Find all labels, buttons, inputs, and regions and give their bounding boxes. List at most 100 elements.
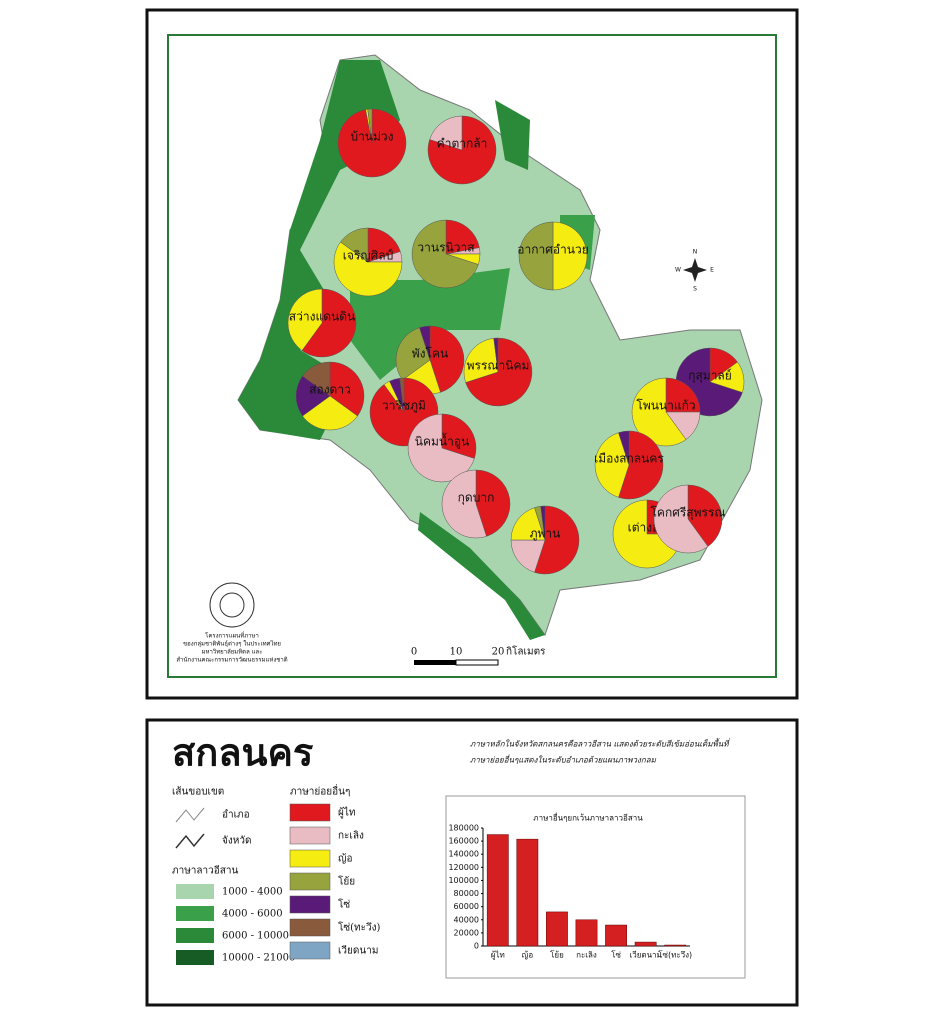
legend-label: จังหวัด xyxy=(222,836,251,847)
credit: สำนักงานคณะกรรมการวัฒนธรรมแห่งชาติ xyxy=(176,657,287,664)
y-tick-label: 140000 xyxy=(448,850,479,859)
district-label: ภูพาน xyxy=(530,527,561,542)
x-tick-label: ญ้อ xyxy=(522,951,534,960)
caption: ภาษาหลักในจังหวัดสกลนครคือลาวอีสาน แสดงด… xyxy=(470,738,731,749)
legend-label: เวียดนาม xyxy=(338,945,378,957)
logo xyxy=(209,582,255,628)
legend-swatch xyxy=(176,906,214,921)
district-label: อากาศอำนวย xyxy=(517,243,588,257)
legend-label: ผู้ไท xyxy=(338,807,355,819)
x-tick-label: กะเลิง xyxy=(576,951,597,960)
pie-slice xyxy=(399,377,405,413)
pie-slice xyxy=(612,499,682,569)
y-tick-label: 0 xyxy=(474,942,479,951)
legend-swatch xyxy=(176,884,214,899)
legend-swatch xyxy=(289,826,331,845)
pie-slice xyxy=(618,430,664,500)
y-tick-label: 60000 xyxy=(454,902,479,911)
district-label: เจริญศิลป์ xyxy=(343,249,393,263)
legend-swatch xyxy=(289,803,331,822)
pie-slice xyxy=(465,337,533,407)
district-label: โพนนาแก้ว xyxy=(636,399,695,413)
pie-slice xyxy=(367,227,401,263)
pie-slice xyxy=(665,377,701,413)
legend-label: โซ่ xyxy=(338,898,350,911)
legend-label: โซ่(ทะวึง) xyxy=(338,921,381,934)
district-label: สว่างแดนดิน xyxy=(289,310,355,324)
y-tick-label: 180000 xyxy=(448,824,479,833)
legend-label: 4000 - 6000 xyxy=(222,909,283,920)
boundary-symbol xyxy=(175,833,205,849)
pie-slice xyxy=(631,377,687,447)
district-area xyxy=(418,512,545,640)
chart-title: ภาษาอื่นๆยกเว้นภาษาลาวอีสาน xyxy=(533,812,643,823)
y-tick-label: 160000 xyxy=(448,837,479,846)
credit: โครงการแผนที่ภาษา xyxy=(205,632,259,640)
legend-swatch xyxy=(289,918,331,937)
pie-slice xyxy=(411,219,479,289)
legend-label: 6000 - 10000 xyxy=(222,931,289,942)
scale-label: 0 xyxy=(411,647,417,658)
pie-slice xyxy=(594,432,630,498)
pie-slice xyxy=(329,361,365,417)
legend-label: อำเภอ xyxy=(222,810,250,821)
district-label: ส่องดาว xyxy=(309,383,351,397)
pie-slice xyxy=(287,288,323,351)
legend-label: กะเลิง xyxy=(338,831,364,842)
compass-s: S xyxy=(693,286,697,293)
compass-e: E xyxy=(710,267,714,274)
x-tick-label: ผู้ไท xyxy=(491,951,505,961)
legend-heading: ภาษาย่อยอื่นๆ xyxy=(290,784,350,798)
legend-title: สกลนคร xyxy=(172,730,314,775)
pie-slice xyxy=(340,227,369,263)
pie-slice xyxy=(395,327,431,381)
district-label: พังโคน xyxy=(412,347,448,361)
district-area xyxy=(495,100,530,170)
district-label: คำตากล้า xyxy=(437,137,488,151)
caption: ภาษาย่อยอื่นๆแสดงในระดับอำเภอด้วยแผนภาพว… xyxy=(470,754,657,765)
bar xyxy=(634,941,657,947)
pie-slice xyxy=(618,430,630,466)
legend-swatch xyxy=(176,928,214,943)
pie-slice xyxy=(445,219,480,255)
map-border xyxy=(167,34,777,678)
scale-unit: กิโลเมตร xyxy=(506,645,546,658)
scale-label: 20 xyxy=(492,647,505,658)
pie-slice xyxy=(419,325,431,361)
map-frame xyxy=(145,8,799,700)
x-tick-label: เวียดนาม xyxy=(629,951,661,960)
legend-swatch xyxy=(289,895,331,914)
x-tick-label: โย้ย xyxy=(550,950,564,960)
legend-label: โย้ย xyxy=(338,875,355,888)
pie-slice xyxy=(367,108,373,144)
pie-slice xyxy=(463,337,499,383)
x-tick-label: โซ่(ทะวึง) xyxy=(658,950,692,960)
district-label: บ้านม่วง xyxy=(350,130,393,144)
legend-label: 1000 - 4000 xyxy=(222,887,283,898)
pie-slice xyxy=(653,484,709,554)
x-tick-label: โซ่ xyxy=(611,950,621,960)
pie-slice xyxy=(552,221,588,291)
pie-slice xyxy=(475,469,511,537)
legend-label: 10000 - 21000 xyxy=(222,953,295,964)
district-label: กุสุมาลย์ xyxy=(688,369,732,384)
y-tick-label: 100000 xyxy=(448,876,479,885)
pie-slice xyxy=(427,115,497,185)
pie-slice xyxy=(518,221,554,291)
bar xyxy=(575,919,598,947)
credit: ของกลุ่มชาติพันธุ์ต่างๆ ในประเทศไทย xyxy=(183,640,281,648)
credit: มหาวิทยาลัยมหิดล และ xyxy=(202,649,263,656)
legend-swatch xyxy=(289,849,331,868)
district-label: กุดบาก xyxy=(458,491,495,506)
district-label: เมืองสกลนคร xyxy=(594,452,664,466)
y-tick-label: 80000 xyxy=(454,889,479,898)
district-label: พรรณานิคม xyxy=(467,359,530,373)
pie-slice xyxy=(441,413,477,459)
y-tick-label: 20000 xyxy=(454,928,479,937)
bar xyxy=(546,911,568,947)
pie-slice xyxy=(540,505,546,541)
district-label: โคกศรีสุพรรณ xyxy=(650,506,725,521)
legend-swatch xyxy=(289,872,331,891)
district-label: นิคมน้ำอูน xyxy=(415,433,470,450)
